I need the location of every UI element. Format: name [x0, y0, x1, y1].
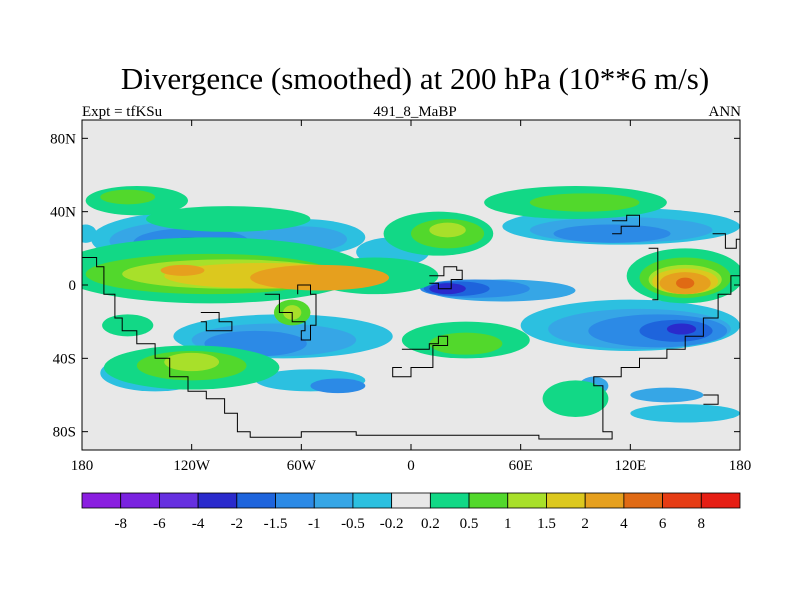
contour-band-0p2	[145, 206, 311, 232]
contour-fields	[82, 186, 740, 423]
colorbar-label: -1.5	[264, 516, 288, 532]
contour-band-2	[250, 264, 390, 291]
coastline	[703, 394, 719, 405]
contour-band-0p5	[100, 189, 156, 205]
contour-band--0p2	[630, 404, 740, 423]
colorbar-swatch	[507, 492, 547, 509]
colorbar-swatch	[468, 492, 509, 509]
colorbar-swatch	[352, 492, 393, 509]
contour-band-2	[160, 264, 205, 276]
colorbar-label: -1	[308, 516, 321, 532]
contour-band-0p2	[102, 314, 154, 337]
coastline	[612, 214, 640, 235]
colorbar-label: 0.5	[460, 516, 479, 532]
experiment-label: Expt = tfKSu	[82, 104, 163, 120]
colorbar: -8 -6 -4 -2 -1.5 -1 -0.5 -0.2 0.2 0.5 1 1.5 2 4 6 8	[81, 492, 741, 532]
colorbar-swatch	[429, 492, 470, 509]
colorbar-swatch	[700, 492, 741, 509]
contour-band--0p5	[630, 387, 704, 403]
contour-band--4	[666, 323, 697, 335]
colorbar-label: -6	[153, 516, 166, 532]
colorbar-swatch	[81, 492, 122, 509]
x-tick-label: 0	[407, 458, 415, 474]
coastline	[392, 335, 449, 378]
y-tick-label: 0	[69, 278, 77, 294]
contour-band-4	[676, 277, 695, 289]
x-tick-label: 60W	[287, 458, 317, 474]
colorbar-swatch	[313, 492, 354, 509]
contour-band-1	[429, 222, 466, 238]
colorbar-swatch	[236, 492, 276, 509]
colorbar-label: -0.5	[341, 516, 365, 532]
axis-ticks: 180 120W 60W 0 60E 120E 180 80N 40N 0 40S 80S	[50, 120, 751, 474]
colorbar-swatch	[546, 492, 586, 509]
colorbar-swatch	[120, 492, 160, 509]
x-tick-label: 60E	[509, 458, 533, 474]
coastline	[200, 312, 233, 332]
colorbar-label: -2	[231, 516, 244, 532]
coastline	[82, 257, 740, 440]
x-tick-label: 120E	[614, 458, 646, 474]
colorbar-swatch	[275, 492, 315, 509]
y-tick-label: 40S	[53, 351, 76, 367]
colorbar-swatch	[623, 492, 663, 509]
colorbar-label: 8	[698, 516, 706, 532]
colorbar-label: 4	[620, 516, 628, 532]
y-tick-label: 40N	[50, 205, 76, 221]
coastline	[648, 247, 659, 301]
chart-title: Divergence (smoothed) at 200 hPa (10**6 …	[120, 61, 710, 96]
colorbar-label: 1	[504, 516, 512, 532]
coastlines	[82, 214, 740, 440]
contour-band-0p5	[529, 193, 640, 212]
colorbar-label: 1.5	[537, 516, 556, 532]
contour-band--0p2	[82, 224, 97, 243]
colorbar-swatch	[584, 492, 625, 509]
coastline	[712, 233, 740, 249]
contour-band--1	[553, 224, 671, 243]
contour-band-0p2	[542, 380, 609, 417]
x-tick-label: 180	[71, 458, 94, 474]
contour-band--1	[310, 378, 366, 394]
colorbar-swatch	[391, 492, 431, 509]
season-label: ANN	[708, 104, 742, 120]
y-tick-label: 80S	[53, 425, 76, 441]
colorbar-swatch	[197, 492, 238, 509]
colorbar-label: 0.2	[421, 516, 440, 532]
x-tick-label: 180	[729, 458, 752, 474]
coastline	[264, 284, 317, 341]
colorbar-label: 6	[659, 516, 667, 532]
colorbar-swatch	[159, 492, 199, 509]
colorbar-label: -0.2	[380, 516, 404, 532]
colorbar-label: -4	[192, 516, 205, 532]
case-label: 491_8_MaBP	[373, 104, 457, 120]
colorbar-swatch	[662, 492, 702, 509]
contour-band-1	[164, 352, 220, 372]
x-tick-label: 120W	[173, 458, 211, 474]
coastline	[429, 266, 463, 290]
colorbar-label: 2	[581, 516, 589, 532]
y-tick-label: 80N	[50, 131, 76, 147]
colorbar-label: -8	[114, 516, 127, 532]
